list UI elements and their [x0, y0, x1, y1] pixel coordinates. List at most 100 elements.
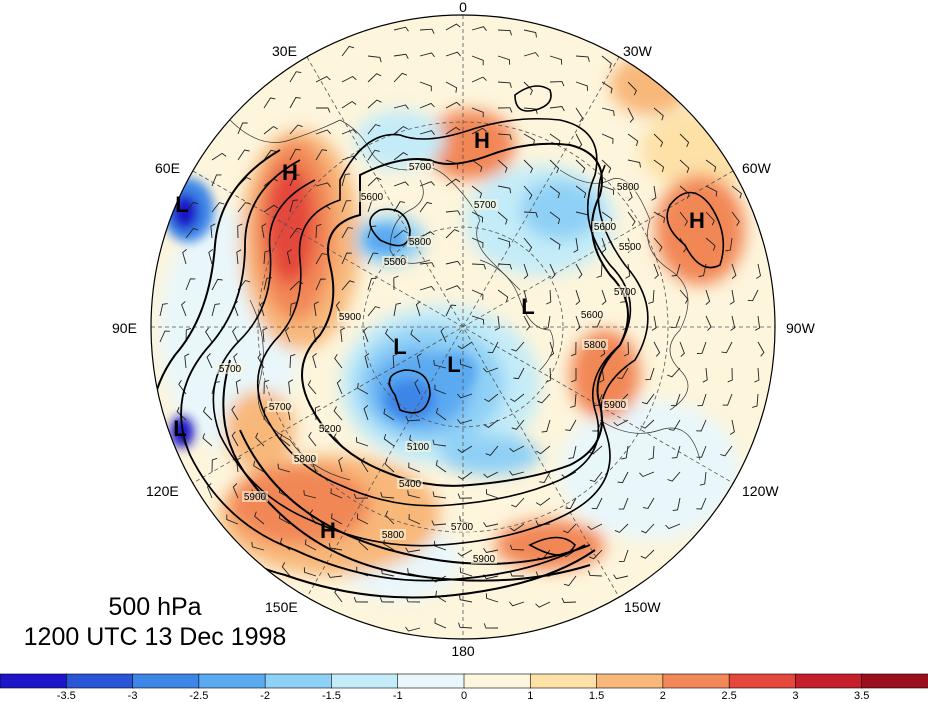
- wind-barb: [445, 23, 461, 31]
- wind-barb: [485, 489, 499, 499]
- wind-barb: [185, 327, 192, 343]
- wind-barb: [181, 301, 187, 317]
- wind-barb: [497, 185, 512, 194]
- wind-barb: [405, 596, 421, 603]
- wind-barb: [289, 174, 300, 187]
- wind-barb: [523, 81, 533, 96]
- wind-barb: [289, 124, 303, 135]
- wind-barb: [363, 327, 369, 343]
- wind-barb: [445, 210, 461, 216]
- coastlines: [229, 119, 701, 481]
- wind-barb: [575, 81, 588, 91]
- wind-barb: [261, 223, 267, 239]
- wind-barb: [621, 445, 629, 460]
- lon-label-180: 180: [451, 643, 475, 659]
- wind-barb: [206, 483, 213, 499]
- wind-barb: [702, 367, 708, 383]
- wind-barb: [440, 327, 447, 343]
- wind-barb: [445, 260, 461, 266]
- wind-barb: [289, 353, 296, 369]
- wind-barb: [312, 327, 318, 343]
- wind-barb: [393, 302, 402, 317]
- wind-barb: [679, 185, 690, 199]
- colorbar-tick-label: -1.5: [322, 690, 341, 702]
- wind-barb: [523, 29, 537, 38]
- wind-barb: [341, 155, 357, 161]
- wind-barb: [471, 55, 484, 66]
- wind-barb: [523, 185, 533, 200]
- wind-barb: [591, 497, 603, 510]
- wind-barb: [483, 623, 499, 629]
- wind-barb: [279, 433, 291, 447]
- meridian-labels: 0 30W 60W 90W 120W 150W 180 150E 120E 90…: [112, 0, 816, 659]
- wind-barb: [523, 159, 534, 174]
- wind-barb: [289, 199, 299, 213]
- wind-barb: [383, 408, 395, 421]
- contour-label-background: [380, 529, 406, 540]
- wind-barb: [672, 497, 681, 512]
- contour-label-background: [592, 221, 618, 232]
- contour-labels: 5600570059005500580057005600550058005700…: [217, 161, 643, 565]
- wind-barb: [367, 277, 377, 291]
- wind-barb: [313, 301, 319, 317]
- wind-barb: [671, 445, 681, 459]
- lon-label-120w: 120W: [742, 483, 779, 499]
- wind-barb: [641, 393, 655, 405]
- wind-barb: [601, 81, 613, 94]
- wind-barb: [278, 513, 291, 525]
- wind-barb: [237, 202, 251, 213]
- contour-label: 5700: [219, 364, 242, 375]
- wind-barb: [431, 520, 447, 526]
- wind-barb: [364, 353, 370, 369]
- wind-barb: [457, 493, 473, 499]
- contour-label-background: [405, 441, 431, 452]
- wind-barb: [509, 470, 525, 476]
- wind-barb: [357, 383, 369, 395]
- wind-barb: [648, 445, 655, 460]
- wind-barb: [756, 263, 762, 279]
- wind-barb: [289, 281, 304, 291]
- wind-barb: [471, 289, 484, 300]
- wind-barb: [263, 379, 270, 395]
- wind-barb: [599, 367, 605, 383]
- wind-barb: [419, 181, 435, 187]
- wind-barb: [330, 488, 343, 499]
- wind-barb: [205, 327, 213, 343]
- wind-barb: [459, 567, 473, 577]
- wind-barb: [619, 549, 629, 562]
- wind-barb: [721, 341, 733, 354]
- wind-barb: [237, 149, 250, 161]
- wind-barb: [211, 202, 225, 213]
- contour-label: 5100: [407, 442, 430, 453]
- wind-barb: [367, 124, 381, 135]
- wind-barb: [699, 471, 707, 486]
- contour-label-background: [217, 363, 243, 374]
- wind-barb: [327, 572, 343, 578]
- wind-barb: [601, 289, 607, 305]
- wind-barb: [445, 229, 460, 239]
- wind-barb: [696, 445, 707, 458]
- wind-barb: [471, 211, 484, 223]
- contour-label: 5800: [584, 340, 607, 351]
- colorbar-tick-label: 2: [660, 690, 666, 702]
- wind-barb: [587, 570, 603, 577]
- wind-barb: [286, 249, 292, 265]
- wind-barb: [720, 445, 733, 457]
- wind-barb: [509, 601, 525, 607]
- wind-barb: [435, 590, 447, 603]
- wind-barb: [334, 353, 343, 369]
- wind-barb: [184, 353, 190, 369]
- wind-barb: [483, 548, 499, 554]
- wind-barb: [379, 597, 395, 603]
- wind-barb: [408, 514, 421, 525]
- contour-label-background: [582, 339, 608, 350]
- colorbar-box: [331, 673, 399, 689]
- wind-barb: [383, 433, 395, 447]
- wind-barb: [211, 152, 227, 161]
- wind-barb: [705, 237, 716, 251]
- wind-barb: [289, 71, 302, 83]
- wind-barb: [458, 622, 473, 629]
- contour-label-background: [292, 453, 318, 464]
- wind-barb: [358, 537, 369, 551]
- wind-barb: [367, 55, 382, 63]
